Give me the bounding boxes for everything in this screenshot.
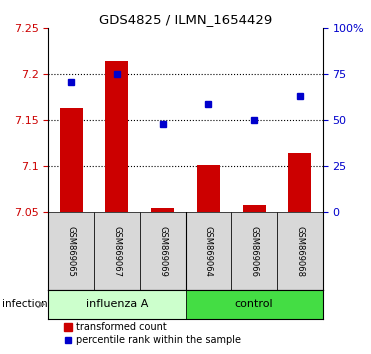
Bar [140,212,186,290]
Bar [186,212,231,290]
Bar [197,165,220,212]
Text: GSM869064: GSM869064 [204,226,213,277]
Bar [231,212,277,290]
Bar [243,205,266,212]
Text: GSM869067: GSM869067 [112,226,121,277]
Bar [48,290,186,319]
Bar [289,153,311,212]
Text: control: control [235,299,273,309]
Bar [94,212,140,290]
Bar [277,212,323,290]
Text: GSM869066: GSM869066 [250,226,259,277]
Text: infection: infection [2,299,47,309]
Text: GSM869068: GSM869068 [295,226,304,277]
Text: GSM869065: GSM869065 [67,226,76,277]
Text: GSM869069: GSM869069 [158,226,167,277]
Title: GDS4825 / ILMN_1654429: GDS4825 / ILMN_1654429 [99,13,272,26]
Text: influenza A: influenza A [86,299,148,309]
Bar [60,108,82,212]
Legend: transformed count, percentile rank within the sample: transformed count, percentile rank withi… [60,319,245,349]
Bar [151,208,174,212]
Bar [105,61,128,212]
Bar [186,290,323,319]
Bar [48,212,94,290]
